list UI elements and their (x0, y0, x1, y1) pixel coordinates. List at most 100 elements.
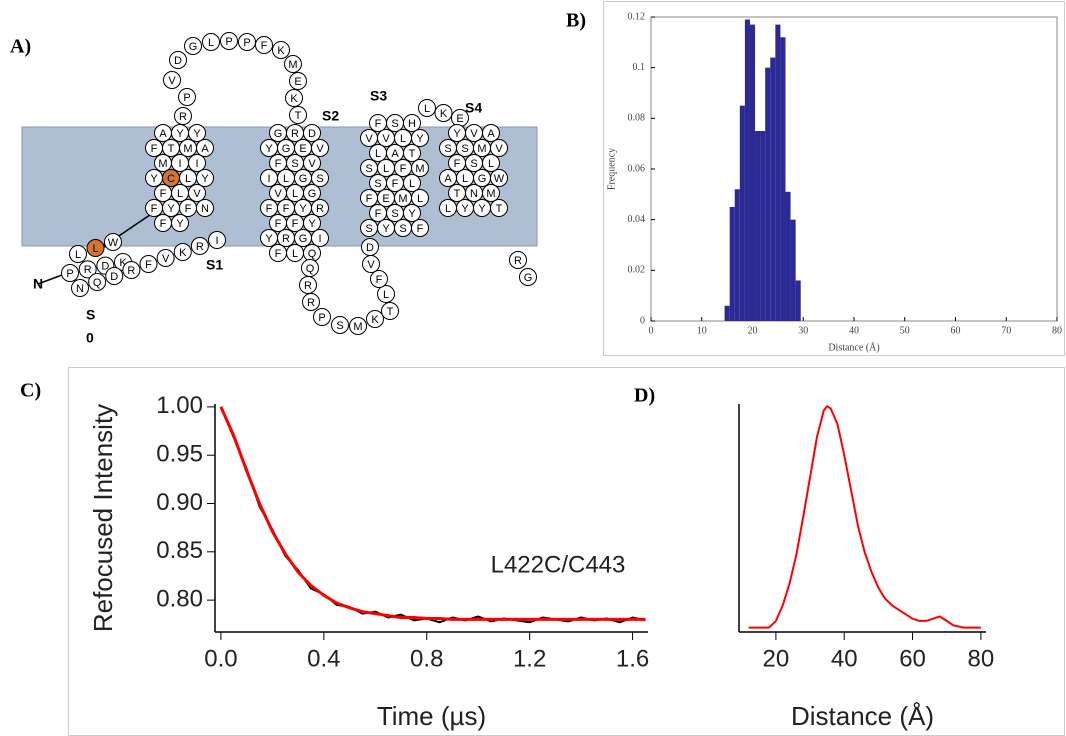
residue (490, 199, 508, 217)
residue-letter: V (367, 259, 375, 271)
x-tick-label: 50 (900, 325, 910, 336)
residue (349, 317, 367, 335)
y-tick-label: 0.1 (633, 62, 646, 73)
y-tick-label: 0 (640, 315, 645, 326)
residue-letter: Y (201, 173, 209, 185)
residue-letter: R (514, 255, 522, 267)
x-tick-label: 0 (649, 325, 654, 336)
residue-letter: L (462, 173, 468, 185)
residue-letter: S (444, 143, 451, 155)
residue-letter: G (308, 188, 317, 200)
residue-letter: G (524, 272, 533, 284)
residue (490, 169, 508, 187)
residue (61, 264, 79, 282)
residue-letter: S (291, 158, 298, 170)
x-tick-label: 0.4 (307, 645, 340, 672)
helix-label: S3 (370, 88, 387, 104)
residue-letter: L (292, 188, 298, 200)
residue-letter: I (178, 158, 181, 170)
residue-letter: D (366, 242, 374, 254)
residue-letter: P (318, 312, 325, 324)
residue (208, 231, 226, 249)
x-tick-label: 0.8 (410, 645, 443, 672)
residue (173, 243, 192, 261)
residue-letter: F (151, 143, 158, 155)
residue-letter: C (167, 173, 175, 185)
x-tick-label: 0.0 (204, 645, 237, 672)
x-tick-label: 80 (968, 645, 995, 672)
x-tick-label: 40 (831, 645, 858, 672)
residue (299, 276, 317, 294)
residue-letter: P (243, 37, 250, 49)
residue-letter: S (365, 163, 372, 175)
residue-letter: F (266, 203, 273, 215)
residue-letter: M (398, 193, 407, 205)
residue-letter: V (316, 143, 324, 155)
residue-letter: F (283, 203, 290, 215)
y-tick-label: 0.08 (628, 113, 646, 124)
residue-letter: V (365, 133, 373, 145)
residue-letter: I (215, 235, 218, 247)
residue-letter: A (487, 128, 495, 140)
residue-letter: R (282, 233, 290, 245)
y-tick-label: 0.90 (156, 489, 203, 516)
residue-letter: Y (478, 203, 486, 215)
residue-letter: F (292, 218, 299, 230)
panel-label: A) (10, 36, 31, 58)
residue-letter: Y (265, 233, 273, 245)
residue-letter: F (366, 193, 373, 205)
residue-letter: L (417, 193, 423, 205)
residue-letter: Y (176, 218, 184, 230)
residue-letter: Q (93, 277, 102, 289)
residue (411, 159, 429, 177)
residue (403, 174, 421, 192)
residue-letter: F (160, 218, 167, 230)
residue-letter: S (461, 143, 468, 155)
residue-letter: S (374, 178, 381, 190)
residue-letter: F (400, 163, 407, 175)
residue-letter: Y (167, 203, 175, 215)
residue-letter: V (274, 188, 282, 200)
residue-letter: R (127, 265, 135, 277)
residue (272, 41, 290, 59)
n-term-line (37, 274, 63, 285)
residue-letter: S (316, 173, 323, 185)
panel-label: C) (20, 380, 41, 402)
residue (78, 260, 97, 279)
residue (490, 139, 508, 157)
residue (381, 302, 399, 320)
residue-letter: I (195, 158, 198, 170)
residue-letter: A (444, 173, 452, 185)
residue-letter: G (299, 233, 308, 245)
residue-letter: L (185, 173, 191, 185)
residue-letter: K (277, 45, 285, 57)
residue-letter: T (454, 188, 461, 200)
residue (303, 214, 321, 232)
residue-letter: T (168, 143, 175, 155)
residue-letter: P (183, 92, 190, 104)
residue-letter: R (196, 241, 204, 253)
residue-letter: F (376, 274, 383, 286)
residue-letter: F (261, 40, 268, 52)
residue-letter: Y (416, 133, 424, 145)
residue-letter: K (371, 314, 379, 326)
residue-letter: T (409, 148, 416, 160)
residue-letter: F (275, 158, 282, 170)
residue-letter: V (193, 188, 201, 200)
residue-letter: L (283, 173, 289, 185)
residue (411, 129, 429, 147)
residue-letter: L (75, 249, 81, 261)
residue-letter: V (162, 253, 170, 265)
residue-letter: N (76, 283, 84, 295)
residue-letter: L (92, 243, 98, 255)
x-tick-label: 20 (748, 325, 758, 336)
residue (482, 154, 500, 172)
x-tick-label: 80 (1052, 325, 1062, 336)
residue-letter: P (225, 36, 232, 48)
residue-letter: S (470, 158, 477, 170)
y-axis-label: Refocused Intensity (88, 404, 118, 632)
residue-letter: R (84, 264, 92, 276)
residue-letter: D (174, 55, 182, 67)
helix-label: S4 (465, 100, 482, 116)
